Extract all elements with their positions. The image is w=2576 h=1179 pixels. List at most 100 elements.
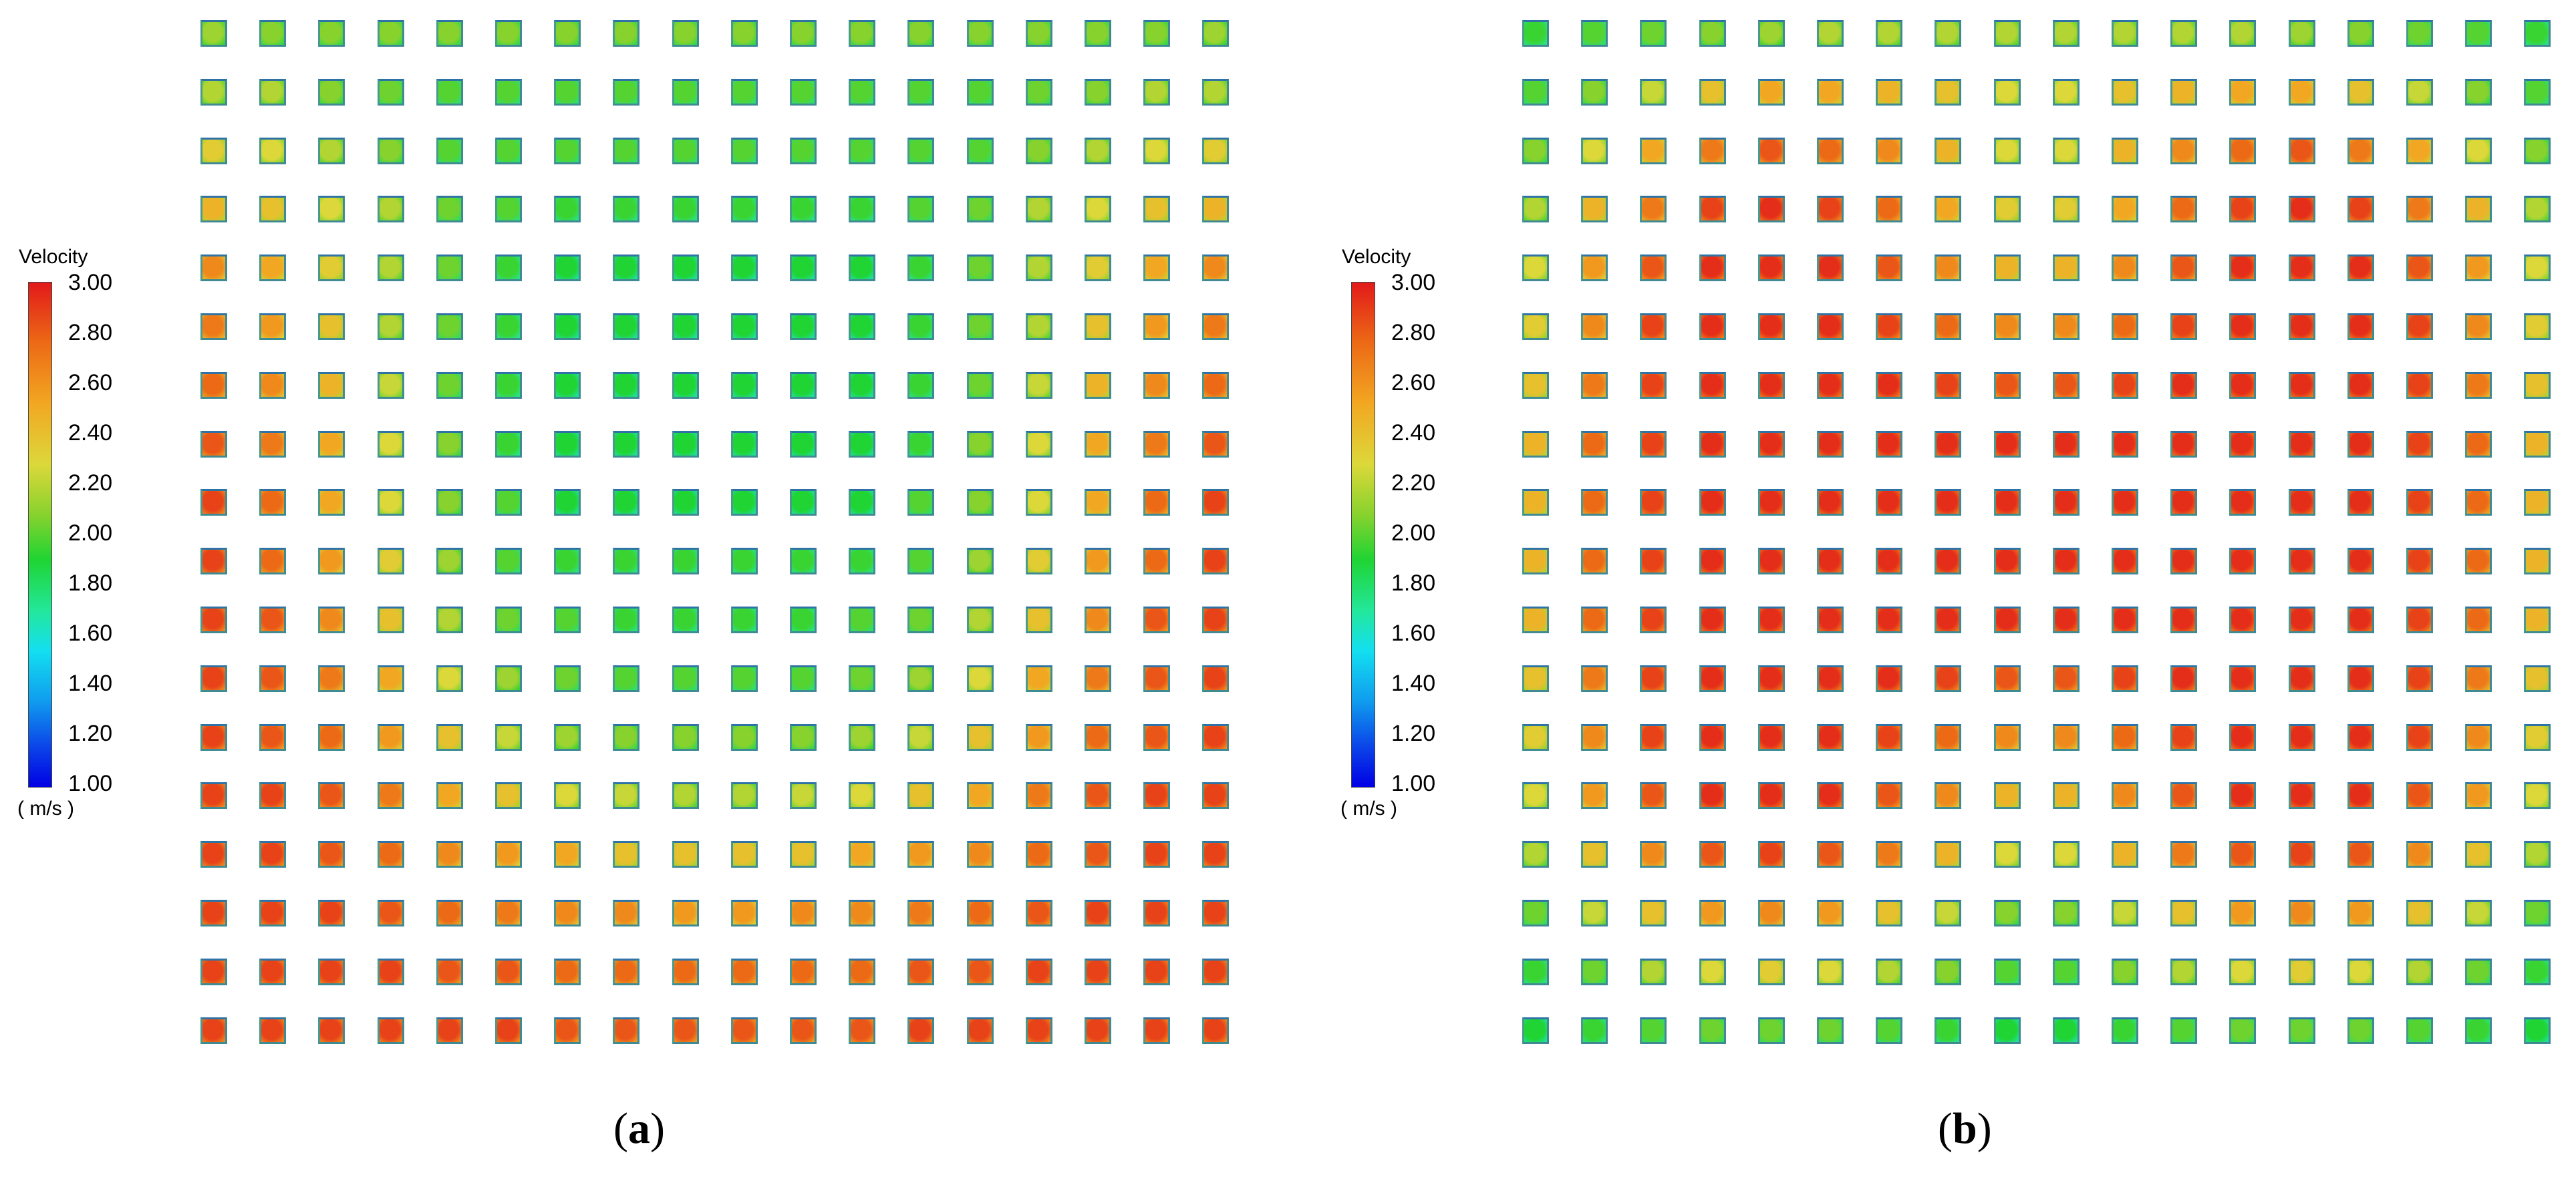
grid-cell-b-r11-c11 [2170,665,2198,692]
grid-cell-a-r15-c15 [1085,900,1111,927]
grid-cell-b-r13-c8 [1993,782,2021,810]
grid-cell-b-r12-c9 [2052,723,2080,751]
grid-cell-a-r4-c6 [554,255,581,282]
grid-cell-a-r0-c12 [907,20,935,47]
grid-cell-b-r6-c14 [2347,371,2374,399]
tick-a-8: 1.40 [68,671,113,696]
grid-cell-a-r1-c17 [1202,78,1230,106]
grid-cell-a-r7-c17 [1202,430,1230,458]
grid-cell-b-r14-c0 [1522,841,1549,868]
grid-cell-b-r15-c0 [1522,900,1549,927]
grid-cell-b-r9-c10 [2112,548,2138,575]
grid-cell-a-r2-c1 [259,137,287,164]
grid-cell-a-r9-c2 [318,548,345,575]
grid-cell-a-r14-c0 [200,841,227,868]
grid-cell-a-r16-c3 [377,958,404,985]
grid-cell-b-r15-c5 [1817,900,1844,927]
grid-cell-b-r11-c3 [1699,665,1726,692]
grid-cell-a-r4-c14 [1025,255,1052,282]
grid-cell-a-r1-c10 [790,78,817,106]
grid-cell-a-r17-c16 [1143,1017,1171,1044]
grid-cell-b-r7-c4 [1757,430,1785,458]
grid-cell-b-r3-c17 [2524,196,2551,223]
grid-cell-a-r3-c7 [613,196,640,223]
grid-cell-b-r13-c15 [2406,782,2433,810]
grid-cell-b-r14-c10 [2112,841,2138,868]
grid-cell-a-r6-c7 [613,371,640,399]
grid-cell-b-r11-c14 [2347,665,2374,692]
grid-cell-a-r7-c14 [1025,430,1052,458]
grid-cell-a-r3-c1 [259,196,287,223]
grid-cell-a-r7-c4 [436,430,463,458]
grid-cell-b-r7-c15 [2406,430,2433,458]
grid-cell-b-r12-c11 [2170,723,2198,751]
grid-cell-a-r0-c0 [200,20,227,47]
tick-a-4: 2.20 [68,470,113,496]
grid-cell-b-r0-c1 [1581,20,1608,47]
grid-cell-a-r0-c2 [318,20,345,47]
grid-cell-a-r6-c4 [436,371,463,399]
grid-cell-a-r15-c3 [377,900,404,927]
grid-cell-a-r15-c4 [436,900,463,927]
grid-cell-b-r0-c3 [1699,20,1726,47]
grid-cell-b-r10-c11 [2170,607,2198,633]
grid-cell-a-r11-c4 [436,665,463,692]
grid-cell-b-r7-c10 [2112,430,2138,458]
grid-cell-a-r11-c12 [907,665,935,692]
tick-a-5: 2.00 [68,520,113,546]
grid-cell-a-r8-c1 [259,489,287,516]
grid-cell-b-r4-c15 [2406,255,2433,282]
grid-cell-a-r3-c5 [495,196,522,223]
grid-cell-a-r4-c9 [730,255,758,282]
grid-cell-b-r9-c8 [1993,548,2021,575]
grid-cell-a-r14-c11 [849,841,876,868]
grid-cell-a-r16-c13 [966,958,994,985]
grid-cell-a-r15-c8 [672,900,699,927]
grid-cell-b-r14-c13 [2288,841,2315,868]
grid-cell-a-r11-c3 [377,665,404,692]
tick-a-9: 1.20 [68,721,113,746]
grid-cell-b-r9-c2 [1640,548,1667,575]
grid-cell-a-r0-c1 [259,20,287,47]
tick-b-10: 1.00 [1391,771,1436,796]
grid-cell-b-r16-c9 [2052,958,2080,985]
grid-cell-b-r9-c4 [1757,548,1785,575]
grid-cell-b-r16-c3 [1699,958,1726,985]
grid-cell-a-r16-c12 [907,958,935,985]
grid-cell-a-r5-c11 [849,313,876,340]
grid-cell-a-r13-c10 [790,782,817,810]
grid-cell-b-r4-c0 [1522,255,1549,282]
grid-cell-b-r10-c1 [1581,607,1608,633]
grid-cell-b-r10-c5 [1817,607,1844,633]
grid-cell-b-r8-c1 [1581,489,1608,516]
grid-cell-b-r1-c15 [2406,78,2433,106]
grid-cell-a-r8-c12 [907,489,935,516]
grid-cell-b-r16-c8 [1993,958,2021,985]
grid-cell-a-r15-c12 [907,900,935,927]
grid-cell-b-r6-c6 [1876,371,1903,399]
grid-cell-a-r17-c8 [672,1017,699,1044]
grid-cell-b-r16-c15 [2406,958,2433,985]
grid-cell-a-r8-c13 [966,489,994,516]
grid-cell-b-r10-c12 [2229,607,2257,633]
grid-cell-a-r5-c17 [1202,313,1230,340]
grid-cell-a-r9-c7 [613,548,640,575]
grid-cell-b-r6-c16 [2465,371,2492,399]
caption-close-a: ) [650,1104,665,1153]
grid-cell-a-r6-c6 [554,371,581,399]
grid-cell-b-r1-c0 [1522,78,1549,106]
grid-cell-b-r3-c4 [1757,196,1785,223]
grid-cell-a-r17-c9 [730,1017,758,1044]
grid-cell-b-r15-c7 [1935,900,1962,927]
grid-cell-a-r8-c0 [200,489,227,516]
grid-cell-b-r5-c17 [2524,313,2551,340]
grid-cell-a-r10-c17 [1202,607,1230,633]
grid-cell-a-r4-c5 [495,255,522,282]
grid-cell-b-r17-c1 [1581,1017,1608,1044]
grid-cell-a-r16-c11 [849,958,876,985]
grid-cell-b-r15-c6 [1876,900,1903,927]
grid-cell-a-r5-c2 [318,313,345,340]
grid-cell-b-r16-c17 [2524,958,2551,985]
grid-cell-b-r1-c4 [1757,78,1785,106]
grid-cell-b-r14-c3 [1699,841,1726,868]
